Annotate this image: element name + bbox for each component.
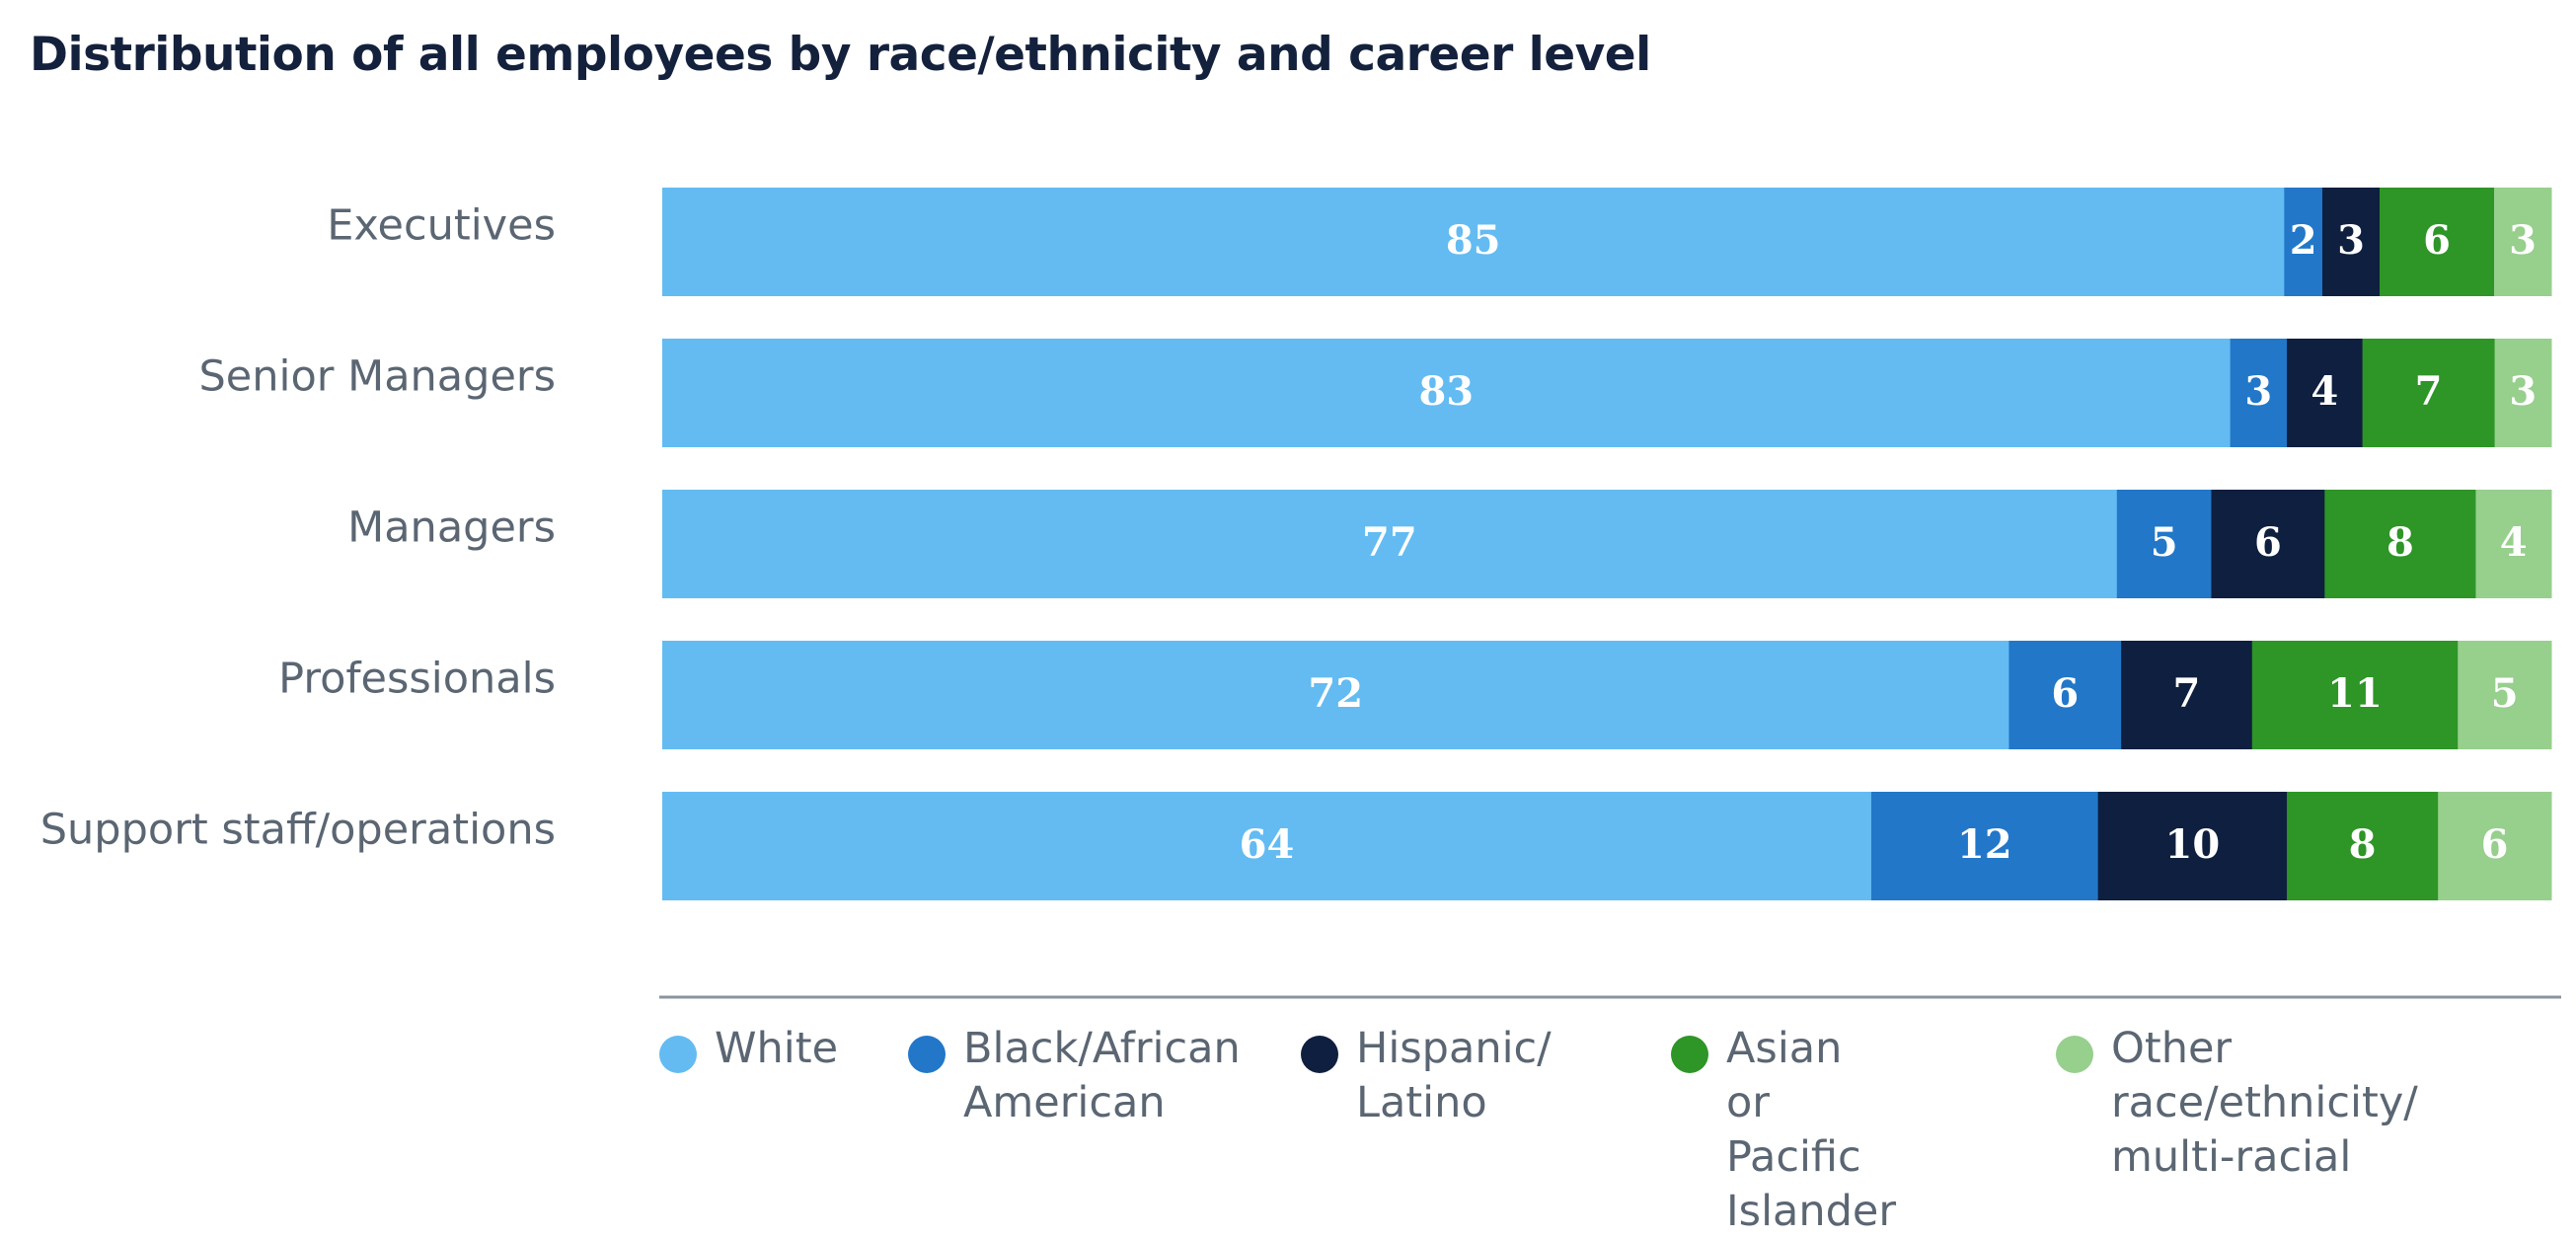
bar-senior-managers-white	[662, 339, 2232, 447]
data-label-support-staff-operations-asian-or-pacific-islander: 8	[2349, 821, 2377, 868]
data-label-professionals-black-african-american: 6	[2051, 670, 2079, 717]
bar-executives-white	[662, 188, 2285, 296]
data-label-executives-asian-or-pacific-islander: 6	[2423, 217, 2451, 264]
data-label-managers-hispanic-latino: 6	[2254, 519, 2282, 566]
category-label-senior-managers: Senior Managers	[199, 352, 557, 402]
data-label-executives-black-african-american: 2	[2290, 217, 2317, 264]
bar-professionals-white	[662, 641, 2009, 749]
legend-dot-icon	[1301, 1036, 1338, 1073]
data-label-support-staff-operations-hispanic-latino: 10	[2165, 821, 2221, 868]
bar-senior-managers-other-race-ethnicity-multi-racial	[2494, 339, 2552, 447]
bar-support-staff-operations-black-african-american	[1870, 792, 2099, 900]
data-label-senior-managers-black-african-american: 3	[2244, 368, 2272, 415]
data-label-managers-white: 77	[1362, 519, 1417, 566]
bar-managers-hispanic-latino	[2211, 490, 2325, 598]
legend-dot-icon	[2056, 1036, 2093, 1073]
legend-dot-icon	[908, 1036, 946, 1073]
data-label-managers-other-race-ethnicity-multi-racial: 4	[2500, 519, 2528, 566]
data-label-professionals-hispanic-latino: 7	[2173, 670, 2201, 717]
data-label-senior-managers-other-race-ethnicity-multi-racial: 3	[2509, 368, 2537, 415]
legend-label: Black/African American	[963, 1024, 1241, 1127]
bar-executives-black-african-american	[2284, 188, 2323, 296]
category-label-professionals: Professionals	[278, 655, 556, 704]
bar-support-staff-operations-hispanic-latino	[2097, 792, 2288, 900]
legend-dot-icon	[1671, 1036, 1708, 1073]
data-label-support-staff-operations-other-race-ethnicity-multi-racial: 6	[2481, 821, 2509, 868]
legend-dot-icon	[659, 1036, 697, 1073]
bar-executives-asian-or-pacific-islander	[2380, 188, 2495, 296]
bar-managers-white	[662, 490, 2118, 598]
bar-managers-asian-or-pacific-islander	[2324, 490, 2476, 598]
legend-label: Other race/ethnicity/ multi-racial	[2111, 1024, 2418, 1182]
bar-managers-black-african-american	[2116, 490, 2212, 598]
bar-senior-managers-asian-or-pacific-islander	[2362, 339, 2496, 447]
data-label-senior-managers-white: 83	[1418, 368, 1474, 415]
data-label-professionals-white: 72	[1308, 670, 1363, 717]
data-label-professionals-other-race-ethnicity-multi-racial: 5	[2491, 670, 2519, 717]
data-label-support-staff-operations-white: 64	[1240, 821, 1295, 868]
data-label-executives-other-race-ethnicity-multi-racial: 3	[2509, 217, 2537, 264]
category-label-support-staff-operations: Support staff/operations	[40, 806, 556, 855]
data-label-support-staff-operations-black-african-american: 12	[1957, 821, 2012, 868]
legend-label: White	[715, 1024, 839, 1073]
bar-support-staff-operations-white	[662, 792, 1872, 900]
data-label-managers-asian-or-pacific-islander: 8	[2387, 519, 2414, 566]
bars-layer	[662, 188, 2552, 900]
category-label-executives: Executives	[327, 201, 556, 251]
chart-legend: White Black/African American Hispanic/ Lat…	[659, 1022, 2576, 1236]
chart-title: Distribution of all employees by race/et…	[30, 28, 1651, 82]
bar-support-staff-operations-other-race-ethnicity-multi-racial	[2438, 792, 2552, 900]
bar-professionals-black-african-american	[2008, 641, 2122, 749]
data-label-managers-black-african-american: 5	[2151, 519, 2178, 566]
bar-executives-hispanic-latino	[2322, 188, 2381, 296]
data-label-senior-managers-hispanic-latino: 4	[2311, 368, 2338, 415]
data-label-professionals-asian-or-pacific-islander: 11	[2327, 670, 2383, 717]
bar-managers-other-race-ethnicity-multi-racial	[2475, 490, 2552, 598]
data-label-senior-managers-asian-or-pacific-islander: 7	[2415, 368, 2443, 415]
bar-executives-other-race-ethnicity-multi-racial	[2494, 188, 2552, 296]
category-label-managers: Managers	[347, 503, 556, 553]
bar-professionals-asian-or-pacific-islander	[2251, 641, 2459, 749]
data-label-executives-white: 85	[1446, 217, 1501, 264]
bar-senior-managers-hispanic-latino	[2287, 339, 2364, 447]
bar-senior-managers-black-african-american	[2230, 339, 2288, 447]
bar-professionals-hispanic-latino	[2121, 641, 2253, 749]
legend-label: Hispanic/ Latino	[1356, 1024, 1552, 1127]
bar-support-staff-operations-asian-or-pacific-islander	[2287, 792, 2439, 900]
bar-professionals-other-race-ethnicity-multi-racial	[2458, 641, 2552, 749]
data-label-executives-hispanic-latino: 3	[2337, 217, 2365, 264]
legend-label: Asian or Pacific Islander	[1726, 1024, 1897, 1236]
